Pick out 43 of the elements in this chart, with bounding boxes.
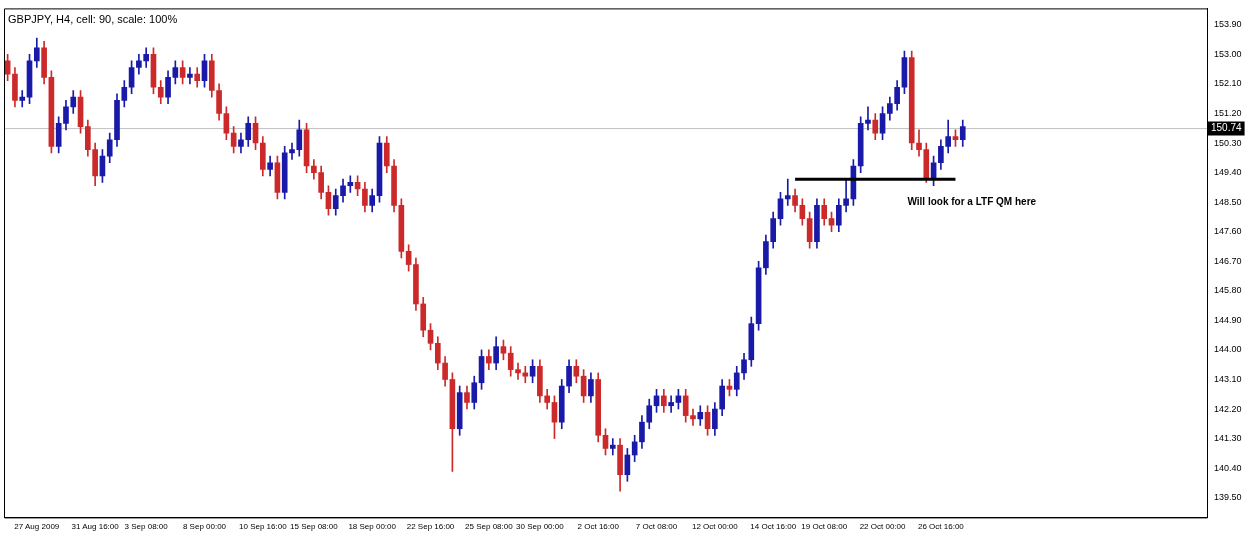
y-tick-label: 153.90 (1214, 19, 1242, 30)
y-tick-label: 148.50 (1214, 196, 1242, 207)
x-tick-label: 30 Sep 00:00 (516, 522, 565, 532)
y-tick-label: 144.00 (1214, 344, 1242, 355)
annotation: Will look for a LTF QM here (907, 195, 1037, 207)
x-tick-label: 22 Sep 16:00 (406, 522, 455, 532)
y-tick-label: 142.20 (1214, 403, 1242, 414)
x-tick-label: 10 Sep 16:00 (239, 522, 288, 532)
y-tick-label: 139.50 (1214, 492, 1242, 503)
y-tick-label: 150.30 (1214, 137, 1242, 148)
candlestick (784, 178, 791, 206)
x-tick-label: 8 Sep 00:00 (182, 522, 227, 532)
x-tick-label: 25 Sep 08:00 (465, 522, 514, 532)
y-tick-label: 151.20 (1214, 107, 1242, 118)
y-tick-label: 152.10 (1214, 78, 1242, 89)
y-tick-label: 144.90 (1214, 314, 1242, 325)
candlestick (19, 90, 26, 108)
x-tick-label: 7 Oct 08:00 (635, 522, 678, 532)
x-tick-label: 18 Sep 00:00 (348, 522, 397, 532)
x-tick-label: 15 Sep 08:00 (290, 522, 339, 532)
y-tick-label: 149.40 (1214, 167, 1242, 178)
x-tick-label: 31 Aug 16:00 (71, 522, 120, 532)
y-tick-label: 153.00 (1214, 48, 1242, 59)
candlestick (609, 438, 616, 456)
candlestick (187, 67, 193, 85)
y-tick-label: 143.10 (1214, 373, 1242, 384)
candlestick (522, 366, 529, 384)
x-tick-label: 2 Oct 16:00 (577, 522, 620, 532)
ref-line-label: 150.74 (1211, 122, 1243, 134)
x-tick-label: 27 Aug 2009 (14, 522, 60, 532)
x-tick-label: 19 Oct 08:00 (801, 522, 848, 532)
x-tick-label: 14 Oct 16:00 (750, 522, 797, 532)
y-tick-label: 147.60 (1214, 226, 1242, 237)
x-tick-label: 22 Oct 00:00 (859, 522, 907, 532)
y-tick-label: 141.30 (1214, 433, 1242, 444)
x-tick-label: 12 Oct 00:00 (691, 522, 739, 532)
y-tick-label: 146.70 (1214, 255, 1242, 266)
candlestick (668, 395, 674, 413)
chart-title: GBPJPY, H4, cell: 90, scale: 100% (8, 12, 178, 25)
x-tick-label: 26 Oct 16:00 (917, 522, 965, 532)
y-tick-label: 145.80 (1214, 285, 1242, 296)
x-tick-label: 3 Sep 08:00 (124, 522, 169, 532)
y-tick-label: 140.40 (1214, 462, 1242, 473)
